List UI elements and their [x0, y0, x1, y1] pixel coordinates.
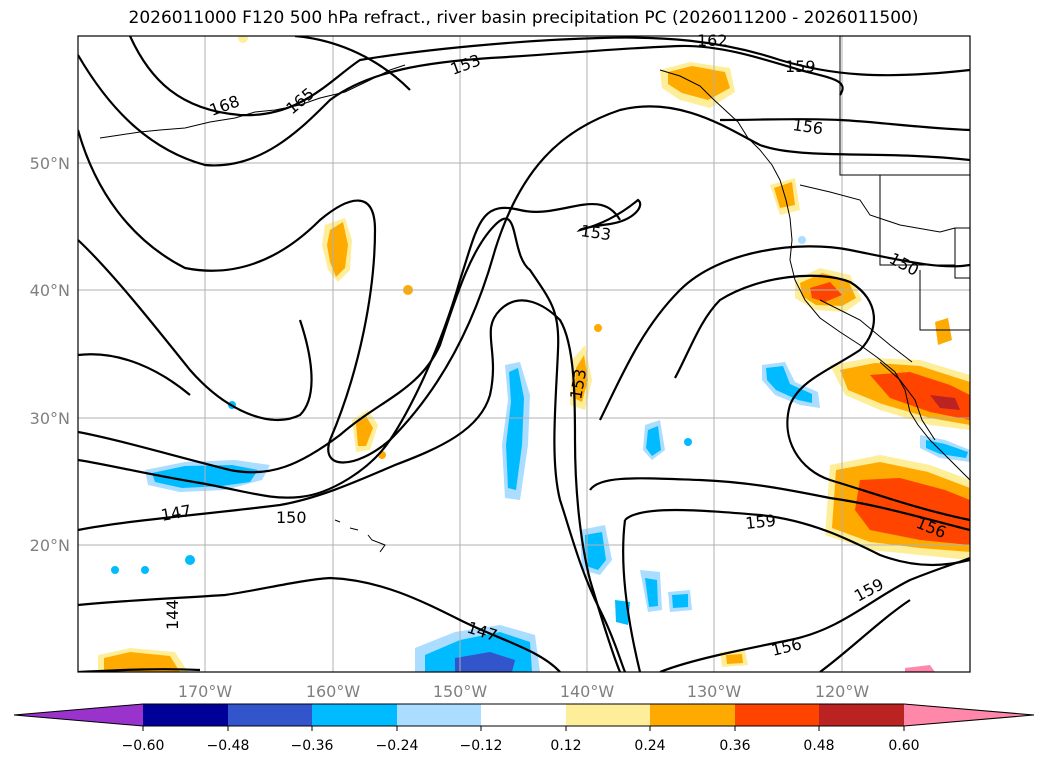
- lon-label-160w: 160°W: [306, 682, 361, 701]
- contour-label: 162: [697, 31, 728, 50]
- lat-label-30n: 30°N: [30, 409, 70, 428]
- contour-label: 150: [276, 508, 307, 527]
- map-title: 2026011000 F120 500 hPa refract., river …: [128, 8, 919, 28]
- colorbar-segment: [228, 704, 312, 726]
- longitude-labels: 170°W 160°W 150°W 140°W 130°W 120°W: [178, 682, 870, 701]
- colorbar-ticks: [142, 726, 905, 731]
- lon-label-150w: 150°W: [433, 682, 488, 701]
- colorbar-segment: [312, 704, 397, 726]
- colorbar-right-extension: [904, 704, 1034, 726]
- colorbar-tick-label: −0.60: [122, 738, 165, 754]
- colorbar-tick-label: −0.12: [460, 738, 503, 754]
- contour-label: 159: [785, 57, 816, 76]
- map-plot-area: 162 159 156 168 165 153 150 153 147 150 …: [77, 31, 971, 673]
- lon-label-130w: 130°W: [687, 682, 742, 701]
- colorbar-tick-label: 0.36: [719, 738, 750, 754]
- lat-label-50n: 50°N: [30, 154, 70, 173]
- colorbar-segment: [819, 704, 904, 726]
- contour-label: 153: [579, 221, 612, 244]
- graticule: [78, 36, 970, 672]
- colorbar: −0.60 −0.48 −0.36 −0.24 −0.12 0.12 0.24 …: [13, 703, 1035, 754]
- colorbar-segment: [143, 704, 228, 726]
- map-frame: [77, 35, 971, 673]
- colorbar-segment: [735, 704, 819, 726]
- contour-label: 156: [791, 115, 824, 138]
- lon-label-140w: 140°W: [560, 682, 615, 701]
- lat-label-20n: 20°N: [30, 536, 70, 555]
- colorbar-tick-label: −0.24: [376, 738, 419, 754]
- negative-anomaly-shading: [111, 236, 970, 672]
- latitude-labels: 50°N 40°N 30°N 20°N: [30, 154, 70, 555]
- colorbar-tick-label: 0.24: [634, 738, 665, 754]
- colorbar-segment: [397, 704, 481, 726]
- lon-label-170w: 170°W: [178, 682, 233, 701]
- refractivity-contours: [78, 36, 970, 672]
- colorbar-tick-label: −0.36: [291, 738, 334, 754]
- lon-label-120w: 120°W: [815, 682, 870, 701]
- colorbar-tick-label: 0.48: [803, 738, 834, 754]
- positive-anomaly-shading: [98, 36, 970, 672]
- contour-label: 159: [744, 511, 776, 533]
- colorbar-segment: [481, 704, 566, 726]
- colorbar-segment: [650, 704, 735, 726]
- colorbar-tick-label: −0.48: [207, 738, 250, 754]
- contour-label: 144: [163, 599, 182, 630]
- colorbar-left-extension: [14, 704, 143, 726]
- colorbar-segment: [566, 704, 650, 726]
- colorbar-tick-label: 0.12: [550, 738, 581, 754]
- lat-label-40n: 40°N: [30, 281, 70, 300]
- colorbar-tick-label: 0.60: [888, 738, 919, 754]
